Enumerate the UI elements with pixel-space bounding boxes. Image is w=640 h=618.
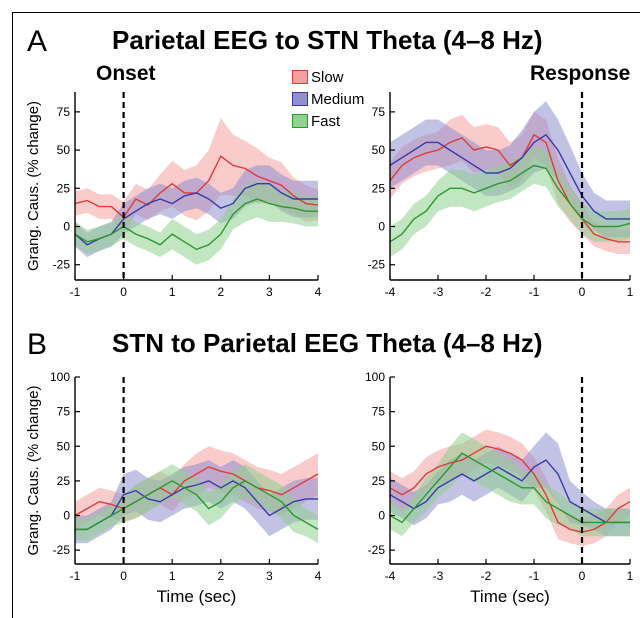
x-tick-label: -1 bbox=[70, 285, 81, 299]
y-tick-label: -25 bbox=[368, 543, 386, 557]
x-tick-label: 2 bbox=[217, 285, 224, 299]
y-tick-label: 100 bbox=[365, 370, 385, 384]
x-tick-label: 1 bbox=[627, 285, 634, 299]
x-tick-label: -2 bbox=[481, 285, 492, 299]
series-line-slow bbox=[74, 466, 319, 517]
y-tick-label: 50 bbox=[372, 439, 386, 453]
panel-title-a: Parietal EEG to STN Theta (4–8 Hz) bbox=[112, 25, 543, 55]
y-tick-label: 75 bbox=[57, 405, 71, 419]
band-fast bbox=[390, 432, 630, 537]
x-tick-label: -1 bbox=[529, 285, 540, 299]
y-tick-label: 0 bbox=[378, 509, 385, 523]
legend-label-medium: Medium bbox=[311, 90, 365, 108]
x-tick-label: 4 bbox=[315, 569, 322, 583]
series-line-fast bbox=[74, 198, 318, 251]
y-tick-label: 0 bbox=[63, 220, 70, 234]
y-tick-label: 25 bbox=[372, 181, 386, 195]
series-line-fast bbox=[389, 164, 631, 243]
y-axis-label: Grang. Caus. (% change) bbox=[25, 385, 42, 555]
x-tick-label: -2 bbox=[481, 569, 492, 583]
band-fast bbox=[75, 180, 318, 265]
subtitle-onset: Onset bbox=[96, 62, 156, 85]
panel-letter-b: B bbox=[27, 328, 48, 361]
x-tick-label: 1 bbox=[169, 569, 176, 583]
panel-letter-a: A bbox=[27, 25, 48, 58]
y-tick-label: 75 bbox=[372, 405, 386, 419]
series-line-medium bbox=[75, 480, 318, 531]
x-tick-label: -4 bbox=[385, 285, 396, 299]
x-axis-label: Time (sec) bbox=[470, 587, 550, 606]
series-line-medium bbox=[389, 459, 630, 524]
series-line-fast bbox=[75, 480, 319, 531]
y-tick-label: 75 bbox=[57, 105, 71, 119]
legend-swatch-fast bbox=[292, 114, 308, 128]
legend-swatch-medium bbox=[292, 92, 308, 106]
series-line-fast bbox=[389, 452, 630, 524]
band-fast bbox=[75, 464, 318, 544]
y-tick-label: 75 bbox=[372, 105, 386, 119]
x-tick-label: 0 bbox=[120, 569, 127, 583]
series-line-medium bbox=[389, 133, 630, 220]
y-tick-label: -25 bbox=[53, 543, 71, 557]
x-tick-label: 0 bbox=[120, 285, 127, 299]
legend-item-slow: Slow bbox=[292, 66, 364, 88]
legend-swatch-slow bbox=[292, 70, 308, 84]
y-tick-label: 100 bbox=[50, 370, 70, 384]
x-tick-label: 0 bbox=[579, 569, 586, 583]
x-tick-label: -3 bbox=[433, 569, 444, 583]
x-axis-label: Time (sec) bbox=[157, 587, 237, 606]
x-tick-label: 1 bbox=[627, 569, 634, 583]
x-tick-label: 3 bbox=[266, 569, 273, 583]
x-tick-label: 3 bbox=[266, 285, 273, 299]
x-tick-label: 1 bbox=[169, 285, 176, 299]
legend-item-fast: Fast bbox=[292, 110, 364, 132]
x-tick-label: -1 bbox=[529, 569, 540, 583]
y-tick-label: 25 bbox=[372, 474, 386, 488]
y-tick-label: 50 bbox=[57, 143, 71, 157]
panel-title-b: STN to Parietal EEG Theta (4–8 Hz) bbox=[112, 328, 543, 358]
y-tick-label: 50 bbox=[57, 439, 71, 453]
series-line-slow bbox=[389, 133, 630, 243]
legend-label-slow: Slow bbox=[311, 68, 344, 86]
y-axis-label: Grang. Caus. (% change) bbox=[25, 101, 42, 271]
y-tick-label: -25 bbox=[368, 258, 386, 272]
x-tick-label: -3 bbox=[433, 285, 444, 299]
legend-item-medium: Medium bbox=[292, 88, 364, 110]
y-tick-label: 0 bbox=[378, 220, 385, 234]
subtitle-response: Response bbox=[530, 62, 631, 85]
figure-frame bbox=[12, 12, 640, 618]
band-fast bbox=[390, 147, 630, 258]
series-line-slow bbox=[389, 445, 631, 533]
y-tick-label: 50 bbox=[372, 143, 386, 157]
x-tick-label: -4 bbox=[385, 569, 396, 583]
y-tick-label: 0 bbox=[63, 509, 70, 523]
y-tick-label: 25 bbox=[57, 181, 71, 195]
x-tick-label: 2 bbox=[217, 569, 224, 583]
legend-label-fast: Fast bbox=[311, 112, 341, 130]
legend: Slow Medium Fast bbox=[292, 66, 364, 132]
y-tick-label: 25 bbox=[57, 474, 71, 488]
x-tick-label: 4 bbox=[315, 285, 322, 299]
x-tick-label: -1 bbox=[70, 569, 81, 583]
y-tick-label: -25 bbox=[53, 258, 71, 272]
series-line-medium bbox=[74, 182, 318, 246]
x-tick-label: 0 bbox=[579, 285, 586, 299]
